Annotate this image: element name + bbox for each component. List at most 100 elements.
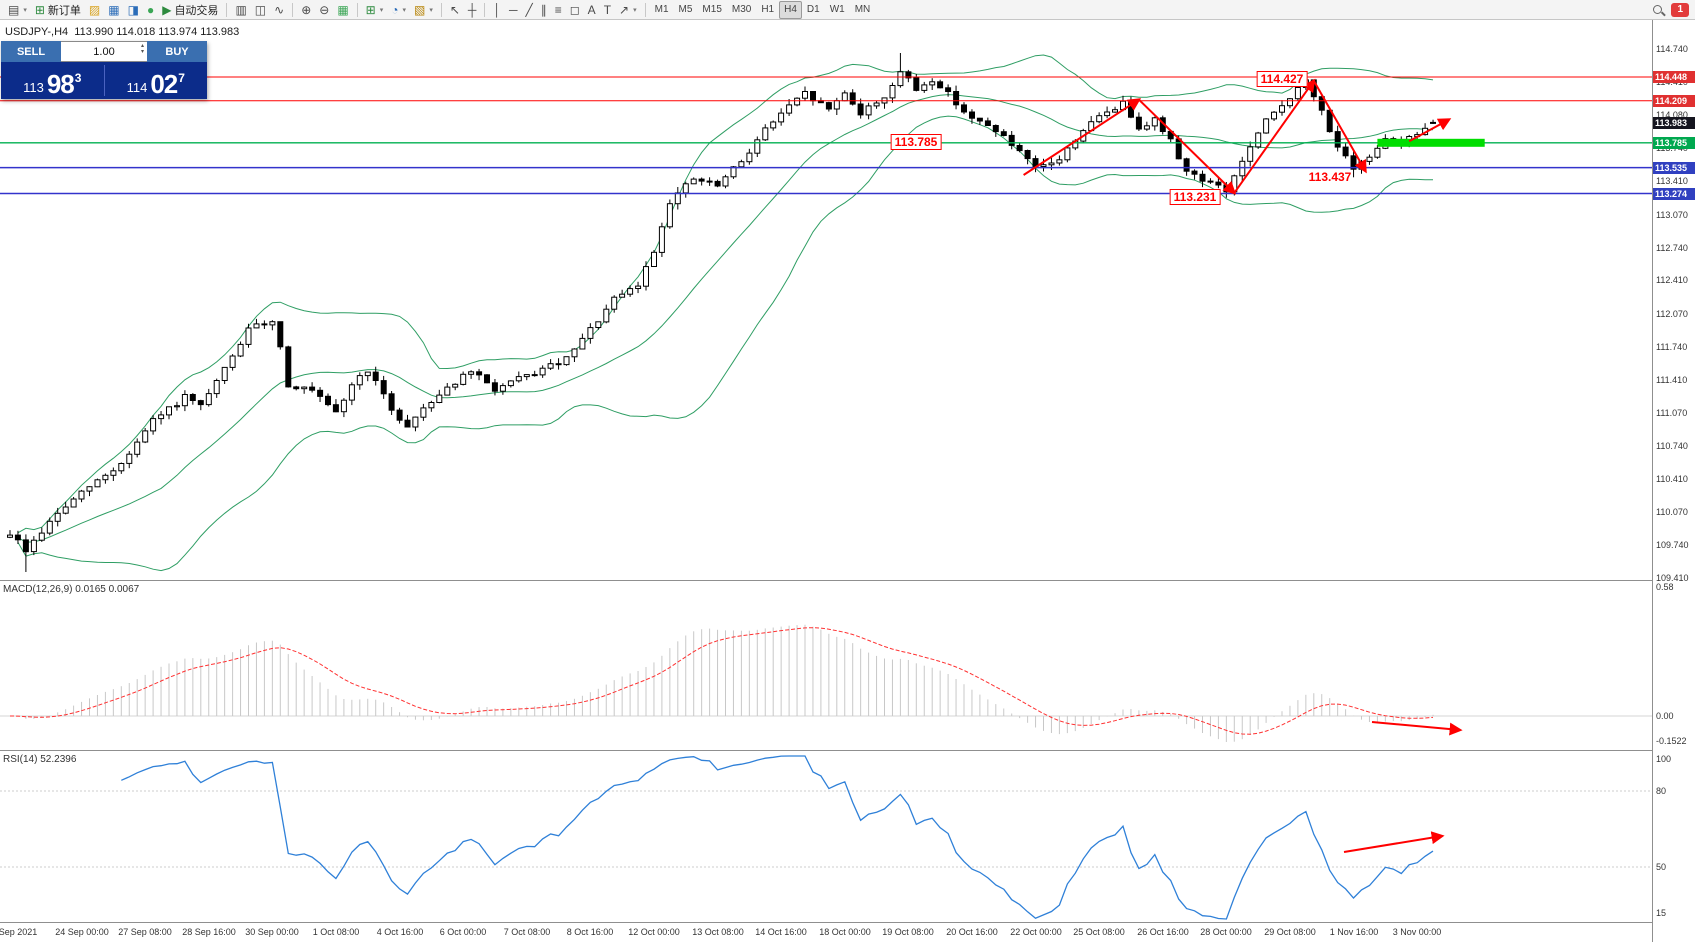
toolbar-separator xyxy=(292,2,294,17)
volume-increase-button[interactable]: ▴ xyxy=(140,43,144,49)
fibonacci-button[interactable]: ≡ xyxy=(551,1,566,19)
buy-button[interactable]: BUY xyxy=(147,41,207,62)
volume-input[interactable]: 1.00 ▴ ▾ xyxy=(61,41,147,62)
time-axis-label: 24 Sep 00:00 xyxy=(55,927,109,937)
cursor-button[interactable]: ↖ xyxy=(446,1,464,19)
timeframe-h4-button[interactable]: H4 xyxy=(779,0,802,19)
bid-price[interactable]: 113 98 3 xyxy=(1,62,104,99)
macd-signal-line xyxy=(9,627,1434,735)
market-watch-button[interactable]: ▦ xyxy=(104,1,123,19)
ask-price[interactable]: 114 02 7 xyxy=(105,62,208,99)
ask-pips: 02 xyxy=(150,68,178,99)
bid-pipette: 3 xyxy=(74,71,82,85)
templates-button[interactable]: ▧ ▾ xyxy=(410,1,437,19)
profiles-icon: ▨ xyxy=(88,2,101,17)
timeframe-h1-button[interactable]: H1 xyxy=(761,4,775,15)
indicator-axis-label: 0.00 xyxy=(1656,711,1674,721)
trendline-icon: ╱ xyxy=(525,2,533,17)
volume-decrease-button[interactable]: ▾ xyxy=(140,49,144,55)
profiles-button[interactable]: ▨ xyxy=(85,1,104,19)
price-axis-label: 112.410 xyxy=(1656,275,1688,285)
macd-annotation-arrow[interactable] xyxy=(1371,721,1463,736)
bid-ask-divider xyxy=(103,65,105,96)
timeframe-w1-button[interactable]: W1 xyxy=(829,4,845,15)
trendline-button[interactable]: ╱ xyxy=(521,1,536,19)
indicator-axis-label: 15 xyxy=(1656,908,1667,918)
tile-windows-button[interactable]: ▦ xyxy=(333,1,352,19)
time-axis-label: 27 Sep 08:00 xyxy=(118,927,172,937)
trend-arrow[interactable] xyxy=(1312,80,1367,174)
time-axis-label: 7 Oct 08:00 xyxy=(503,927,551,937)
crosshair-button[interactable]: ┼ xyxy=(464,1,481,19)
price-axis-label: 111.740 xyxy=(1656,342,1688,352)
candle-chart-type-button[interactable]: ◫ xyxy=(251,1,270,19)
new-chart-icon: ▤ xyxy=(8,2,20,17)
time-axis-label: 18 Oct 00:00 xyxy=(819,927,871,937)
trend-arrow[interactable] xyxy=(1138,98,1237,195)
data-window-button[interactable]: ◨ xyxy=(124,1,143,19)
timeframe-m30-button[interactable]: M30 xyxy=(731,4,752,15)
text-button[interactable]: A xyxy=(584,1,600,19)
level-lines[interactable] xyxy=(0,76,1652,195)
zoom-out-button[interactable]: ⊖ xyxy=(315,1,333,19)
period-button[interactable]: ◔ ▾ xyxy=(387,1,410,19)
price-axis-label: 110.740 xyxy=(1656,441,1688,451)
rsi-panel[interactable] xyxy=(0,750,1652,922)
time-axis-label: 8 Oct 16:00 xyxy=(566,927,614,937)
timeframe-m15-button[interactable]: M15 xyxy=(702,4,722,15)
line-chart-type-icon: ∿ xyxy=(274,2,285,17)
price-axis-label: 113.410 xyxy=(1656,176,1688,186)
bb-upper-band xyxy=(17,54,1434,534)
price-axis-label: 114.740 xyxy=(1656,44,1688,54)
price-axis-badge: 113.983 xyxy=(1653,117,1695,129)
search-button[interactable] xyxy=(1647,1,1669,19)
vertical-line-button[interactable]: │ xyxy=(489,1,505,19)
price-axis[interactable]: 114.740114.410114.080113.740113.410113.0… xyxy=(1652,20,1695,942)
arrow-tools-button[interactable]: ↗ ▾ xyxy=(615,1,641,19)
bar-chart-type-button[interactable]: ▥ xyxy=(231,1,250,19)
rsi-annotation-arrow[interactable] xyxy=(1343,831,1445,853)
chart-drawings[interactable] xyxy=(1023,78,1485,195)
zoom-in-button[interactable]: ⊕ xyxy=(297,1,315,19)
trend-arrow[interactable] xyxy=(1408,118,1452,143)
trend-arrow[interactable] xyxy=(1233,78,1316,194)
price-axis-label: 109.740 xyxy=(1656,540,1689,550)
macd-panel[interactable] xyxy=(0,580,1652,750)
price-axis-label: 114.080 xyxy=(1656,110,1688,120)
arrow-tools-icon: ↗ xyxy=(619,2,630,17)
vertical-line-icon: │ xyxy=(493,2,501,17)
volume-value[interactable]: 1.00 xyxy=(93,45,115,58)
indicators-button[interactable]: ⊞ ▾ xyxy=(362,1,388,19)
rsi-label: RSI(14) 52.2396 xyxy=(3,754,77,765)
notification-badge[interactable]: 1 xyxy=(1671,2,1689,17)
time-axis-label: 25 Oct 08:00 xyxy=(1073,927,1125,937)
time-axis-label: 26 Oct 16:00 xyxy=(1137,927,1189,937)
sell-button[interactable]: SELL xyxy=(1,41,61,62)
timeframe-d1-button[interactable]: D1 xyxy=(806,4,820,15)
toolbar-separator xyxy=(644,2,646,17)
horizontal-line-button[interactable]: ─ xyxy=(505,1,522,19)
equidistant-channel-button[interactable]: ∥ xyxy=(537,1,551,19)
time-axis-label: 3 Nov 00:00 xyxy=(1392,927,1442,937)
price-chart[interactable] xyxy=(0,20,1652,580)
volume-spinner: ▴ ▾ xyxy=(141,43,144,55)
timeframe-mn-button[interactable]: MN xyxy=(854,4,871,15)
line-chart-type-button[interactable]: ∿ xyxy=(270,1,288,19)
new-order-button[interactable]: ⊞ 新订单 xyxy=(31,1,85,19)
indicator-axis-label: 50 xyxy=(1656,862,1667,872)
highlight-bar[interactable] xyxy=(1377,138,1485,147)
navigator-button[interactable]: ● xyxy=(143,1,158,19)
label-button[interactable]: T xyxy=(600,1,615,19)
new-chart-button[interactable]: ▤ ▾ xyxy=(4,1,31,19)
time-axis-label: 12 Oct 00:00 xyxy=(628,927,680,937)
timeframe-m5-button[interactable]: M5 xyxy=(678,4,693,15)
main-toolbar: ▤ ▾ ⊞ 新订单 ▨ ▦ ◨ ● ▶ 自动交易 ▥ ◫ ∿ ⊕ ⊖ ▦ ⊞ ▾ ◔ ▾ ▧ ▾ ↖ ┼ │ ─ ╱ ∥ ≡ ◻ A T ↗ ▾ M… xyxy=(0,0,1695,20)
trend-arrow[interactable] xyxy=(1023,98,1142,176)
time-axis-label: 20 Oct 16:00 xyxy=(946,927,998,937)
auto-trading-button[interactable]: ▶ 自动交易 xyxy=(158,1,222,19)
time-axis[interactable]: Sep 2021 24 Sep 00:00 27 Sep 08:00 28 Sep 1… xyxy=(0,922,1695,942)
shapes-button[interactable]: ◻ xyxy=(566,1,584,19)
timeframe-m1-button[interactable]: M1 xyxy=(654,4,669,15)
indicator-axis-label: 100 xyxy=(1656,754,1672,764)
